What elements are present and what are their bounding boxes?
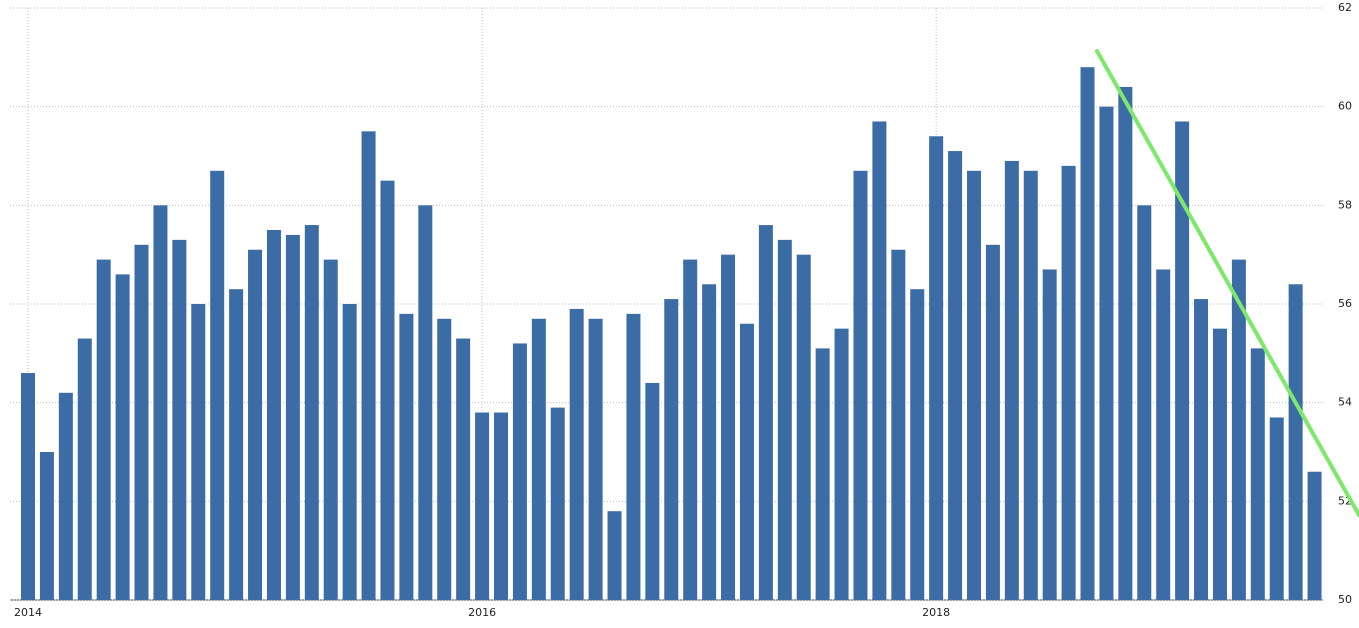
bar — [58, 392, 73, 600]
y-tick-label: 50 — [1338, 593, 1352, 606]
bar — [1250, 348, 1265, 600]
bar — [645, 382, 660, 600]
bar — [702, 284, 717, 600]
bar — [1212, 328, 1227, 600]
bar — [739, 323, 754, 600]
x-tick-label: 2018 — [922, 606, 950, 619]
bar — [531, 318, 546, 600]
y-tick-label: 62 — [1338, 1, 1352, 14]
bar — [777, 239, 792, 600]
bar — [77, 338, 92, 600]
bar — [512, 343, 527, 600]
bar — [229, 289, 244, 600]
x-tick-label: 2016 — [468, 606, 496, 619]
bar — [285, 234, 300, 600]
bar — [1307, 471, 1322, 600]
bar — [569, 308, 584, 600]
bar — [304, 225, 319, 601]
bar — [834, 328, 849, 600]
bar — [96, 259, 111, 600]
bar — [985, 244, 1000, 601]
bar — [323, 259, 338, 600]
bar — [210, 170, 225, 601]
bar — [588, 318, 603, 600]
bar — [1269, 417, 1284, 600]
bar — [1288, 284, 1303, 600]
bar — [1137, 205, 1152, 601]
bar — [115, 274, 130, 600]
y-tick-label: 54 — [1338, 396, 1352, 409]
bar — [1156, 269, 1171, 600]
x-tick-label: 2014 — [14, 606, 42, 619]
bar — [1004, 160, 1019, 600]
bar — [39, 452, 54, 600]
bar — [1080, 67, 1095, 600]
bar — [1023, 170, 1038, 601]
bar — [266, 230, 281, 600]
bar — [21, 373, 35, 600]
bar — [853, 170, 868, 601]
bar — [153, 205, 168, 601]
bar — [872, 121, 887, 600]
bar — [437, 318, 452, 600]
bar — [1061, 165, 1076, 600]
y-tick-label: 60 — [1338, 100, 1352, 113]
bar — [796, 254, 811, 600]
bar — [929, 136, 944, 600]
bar — [758, 225, 773, 601]
bar — [172, 239, 187, 600]
bar — [967, 170, 981, 601]
bar — [550, 407, 565, 600]
bar — [1042, 269, 1057, 600]
bar — [948, 151, 963, 601]
bar — [1175, 121, 1190, 600]
bar — [418, 205, 433, 601]
bar — [1231, 259, 1246, 600]
bar — [248, 249, 263, 600]
bar — [475, 412, 490, 600]
trend-line — [1095, 49, 1359, 517]
bar — [361, 131, 376, 601]
y-tick-label: 58 — [1338, 198, 1352, 211]
bar — [399, 313, 414, 600]
bar — [1099, 106, 1114, 601]
bar — [626, 313, 641, 600]
bar — [380, 180, 395, 600]
bar — [134, 244, 149, 601]
y-tick-label: 56 — [1338, 297, 1352, 310]
bar — [456, 338, 471, 600]
bar — [891, 249, 906, 600]
bar — [607, 511, 622, 600]
bar — [683, 259, 698, 600]
bar — [342, 304, 357, 600]
bar — [721, 254, 736, 600]
bar — [815, 348, 830, 600]
bar — [1194, 299, 1209, 600]
bar — [494, 412, 508, 600]
bar — [191, 304, 206, 600]
bar — [664, 299, 679, 600]
bar — [910, 289, 925, 600]
bar — [1118, 86, 1133, 600]
